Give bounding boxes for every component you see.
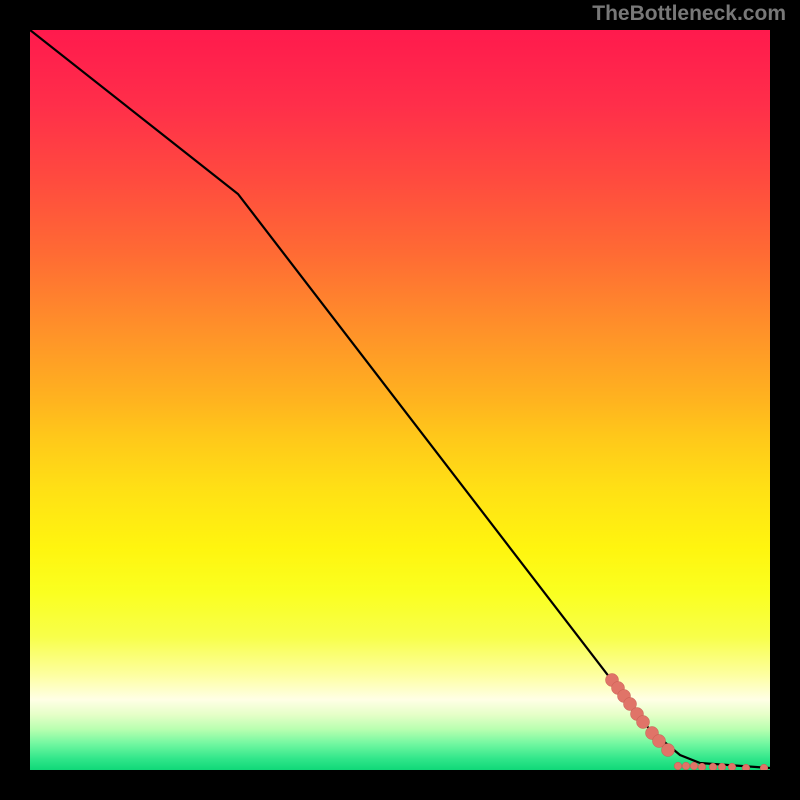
plot-svg (30, 30, 770, 770)
scatter-point (742, 764, 750, 770)
scatter-point (709, 763, 717, 770)
scatter-point (674, 762, 682, 770)
gradient-background (30, 30, 770, 770)
scatter-point (718, 763, 726, 770)
scatter-point (728, 763, 736, 770)
scatter-point (698, 763, 706, 770)
scatter-point (662, 744, 675, 757)
attribution-text: TheBottleneck.com (592, 2, 786, 26)
chart-container: TheBottleneck.com (0, 0, 800, 800)
scatter-point (760, 764, 768, 770)
plot-area (30, 30, 770, 770)
scatter-point (682, 762, 690, 770)
scatter-point (690, 762, 698, 770)
scatter-point (637, 716, 650, 729)
